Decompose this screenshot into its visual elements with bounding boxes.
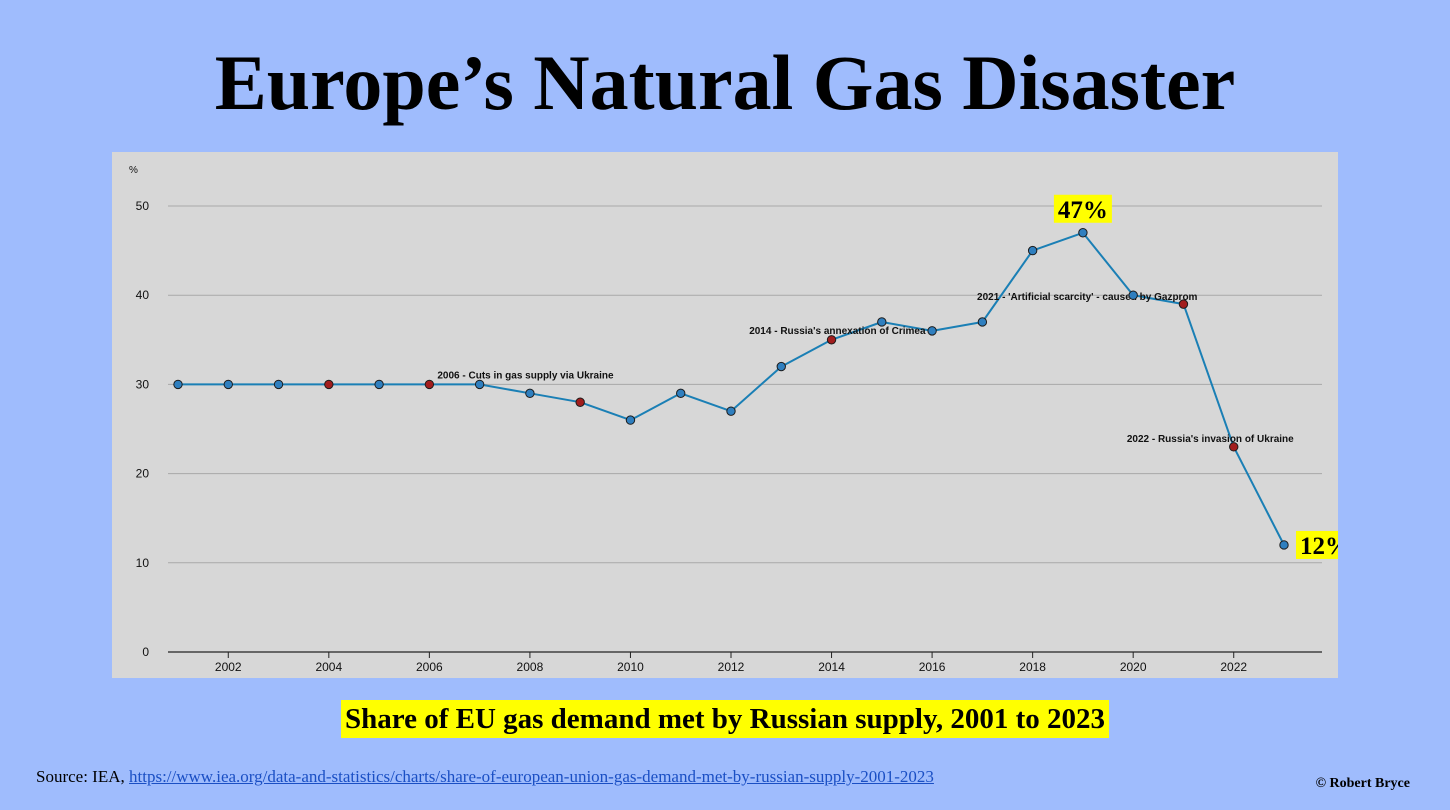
data-point [273, 379, 284, 390]
value-callout: 47% [1058, 197, 1108, 224]
event-data-point [324, 379, 334, 390]
line-chart: 0 10 20 30 40 50% 2002 2004 2006 2008 2010 2012 2014… [129, 165, 1338, 674]
data-point [223, 379, 233, 390]
value-callout: 12% [1300, 533, 1338, 560]
data-point [927, 326, 937, 336]
source-prefix: Source: IEA, [36, 767, 130, 786]
data-point [173, 379, 183, 390]
data-point [1128, 290, 1138, 300]
x-tick-label: 2020 [1120, 660, 1147, 674]
y-tick-label: 40 [136, 288, 150, 302]
event-annotation: 2022 - Russia's invasion of Ukraine [1127, 434, 1294, 445]
y-tick-label: 0 [142, 645, 149, 659]
event-data-point [575, 397, 585, 407]
y-tick-label: 20 [136, 467, 150, 481]
x-tick-label: 2014 [818, 660, 845, 674]
event-annotation: 2021 - 'Artificial scarcity' - caused by… [977, 292, 1198, 303]
data-point [726, 406, 736, 416]
chart-panel: 0 10 20 30 40 50% 2002 2004 2006 2008 2010 2012 2014… [112, 152, 1338, 678]
event-annotation: 2006 - Cuts in gas supply via Ukraine [437, 370, 614, 381]
x-tick-label: 2010 [617, 660, 644, 674]
y-tick-label: 50 [136, 199, 150, 213]
x-tick-label: 2004 [315, 660, 342, 674]
series-line [178, 231, 1285, 546]
data-point [525, 388, 535, 399]
chart-caption: Share of EU gas demand met by Russian su… [340, 700, 1110, 738]
y-tick-label: 10 [136, 556, 150, 570]
data-point [1027, 245, 1038, 256]
data-point [625, 415, 636, 425]
callout-highlight [1296, 530, 1338, 559]
x-tick-label: 2022 [1220, 660, 1247, 674]
source-link[interactable]: https://www.iea.org/data-and-statistics/… [129, 767, 934, 786]
callout-highlight [1053, 194, 1112, 223]
event-data-point [424, 379, 435, 390]
page-title: Europe’s Natural Gas Disaster [214, 39, 1236, 126]
data-point [374, 379, 384, 390]
data-point [1078, 228, 1088, 238]
x-tick-label: 2008 [517, 660, 544, 674]
data-point [877, 317, 887, 327]
event-data-point [826, 335, 837, 345]
x-tick-label: 2018 [1019, 660, 1046, 674]
x-tick-label: 2002 [215, 660, 242, 674]
copyright-credit: © Robert Bryce [1315, 776, 1410, 791]
event-annotation: 2014 - Russia's annexation of Crimea [749, 326, 926, 337]
event-data-point [1178, 299, 1189, 309]
data-point [776, 361, 786, 372]
data-point [977, 317, 988, 327]
x-tick-label: 2016 [919, 660, 946, 674]
x-tick-label: 2012 [718, 660, 745, 674]
data-point [676, 388, 686, 399]
source-line: Source: IEA, https://www.iea.org/data-an… [36, 767, 934, 787]
y-tick-label: 30 [136, 377, 150, 391]
x-tick-label: 2006 [416, 660, 443, 674]
data-point [474, 379, 485, 390]
data-point [1279, 540, 1289, 550]
event-data-point [1229, 442, 1239, 452]
y-axis-unit: % [129, 165, 138, 176]
